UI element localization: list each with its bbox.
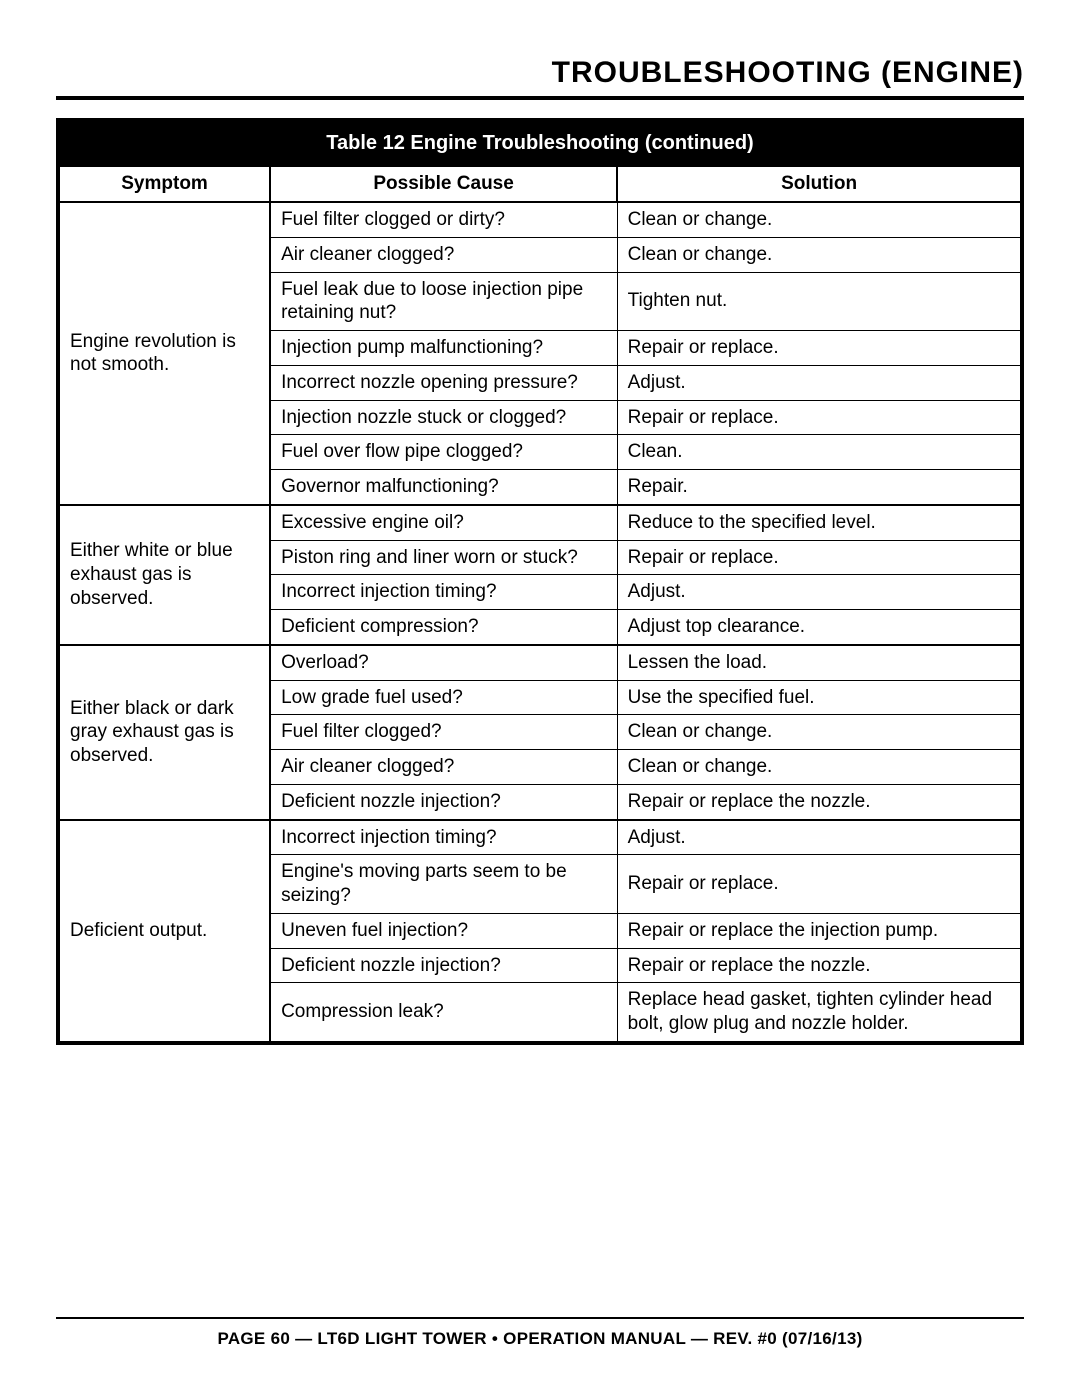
cause-cell: Incorrect nozzle opening pressure? <box>270 365 617 400</box>
col-solution: Solution <box>617 166 1022 202</box>
solution-cell: Repair or replace the injection pump. <box>617 913 1022 948</box>
solution-cell: Tighten nut. <box>617 272 1022 331</box>
footer-text: PAGE 60 — LT6D LIGHT TOWER • OPERATION M… <box>56 1329 1024 1349</box>
cause-cell: Deficient compression? <box>270 610 617 645</box>
cause-cell: Overload? <box>270 645 617 680</box>
solution-cell: Repair or replace the nozzle. <box>617 784 1022 819</box>
solution-cell: Use the specified fuel. <box>617 680 1022 715</box>
cause-cell: Injection pump malfunctioning? <box>270 331 617 366</box>
cause-cell: Governor malfunctioning? <box>270 470 617 505</box>
solution-cell: Repair. <box>617 470 1022 505</box>
solution-cell: Repair or replace. <box>617 400 1022 435</box>
cause-cell: Deficient nozzle injection? <box>270 784 617 819</box>
cause-cell: Compression leak? <box>270 983 617 1043</box>
solution-cell: Adjust. <box>617 365 1022 400</box>
solution-cell: Repair or replace. <box>617 855 1022 914</box>
cause-cell: Uneven fuel injection? <box>270 913 617 948</box>
section-title: TROUBLESHOOTING (ENGINE) <box>56 56 1024 90</box>
solution-cell: Replace head gasket, tighten cylinder he… <box>617 983 1022 1043</box>
solution-cell: Adjust top clearance. <box>617 610 1022 645</box>
cause-cell: Incorrect injection timing? <box>270 820 617 855</box>
col-cause: Possible Cause <box>270 166 617 202</box>
solution-cell: Clean or change. <box>617 715 1022 750</box>
symptom-cell: Engine revolution is not smooth. <box>58 202 270 505</box>
cause-cell: Air cleaner clogged? <box>270 237 617 272</box>
solution-cell: Reduce to the specified level. <box>617 505 1022 540</box>
cause-cell: Low grade fuel used? <box>270 680 617 715</box>
cause-cell: Excessive engine oil? <box>270 505 617 540</box>
cause-cell: Engine's moving parts seem to be seizing… <box>270 855 617 914</box>
page: TROUBLESHOOTING (ENGINE) Table 12 Engine… <box>0 0 1080 1397</box>
cause-cell: Fuel leak due to loose injection pipe re… <box>270 272 617 331</box>
cause-cell: Fuel filter clogged? <box>270 715 617 750</box>
solution-cell: Repair or replace. <box>617 540 1022 575</box>
cause-cell: Piston ring and liner worn or stuck? <box>270 540 617 575</box>
table-row: Either white or blue exhaust gas is obse… <box>58 505 1022 540</box>
cause-cell: Air cleaner clogged? <box>270 750 617 785</box>
symptom-cell: Either black or dark gray exhaust gas is… <box>58 645 270 820</box>
cause-cell: Fuel over flow pipe clogged? <box>270 435 617 470</box>
symptom-cell: Either white or blue exhaust gas is obse… <box>58 505 270 645</box>
title-rule <box>56 96 1024 100</box>
solution-cell: Clean or change. <box>617 202 1022 237</box>
solution-cell: Clean or change. <box>617 750 1022 785</box>
table-row: Deficient output. Incorrect injection ti… <box>58 820 1022 855</box>
solution-cell: Lessen the load. <box>617 645 1022 680</box>
cause-cell: Deficient nozzle injection? <box>270 948 617 983</box>
page-footer: PAGE 60 — LT6D LIGHT TOWER • OPERATION M… <box>56 1317 1024 1349</box>
footer-rule <box>56 1317 1024 1319</box>
cause-cell: Fuel filter clogged or dirty? <box>270 202 617 237</box>
col-symptom: Symptom <box>58 166 270 202</box>
troubleshooting-table: Table 12 Engine Troubleshooting (continu… <box>56 118 1024 1045</box>
solution-cell: Repair or replace the nozzle. <box>617 948 1022 983</box>
symptom-cell: Deficient output. <box>58 820 270 1043</box>
solution-cell: Clean or change. <box>617 237 1022 272</box>
table-body: Engine revolution is not smooth. Fuel fi… <box>58 202 1022 1043</box>
table-row: Either black or dark gray exhaust gas is… <box>58 645 1022 680</box>
table-row: Engine revolution is not smooth. Fuel fi… <box>58 202 1022 237</box>
solution-cell: Adjust. <box>617 820 1022 855</box>
table-caption: Table 12 Engine Troubleshooting (continu… <box>58 120 1022 166</box>
cause-cell: Injection nozzle stuck or clogged? <box>270 400 617 435</box>
cause-cell: Incorrect injection timing? <box>270 575 617 610</box>
solution-cell: Clean. <box>617 435 1022 470</box>
solution-cell: Adjust. <box>617 575 1022 610</box>
solution-cell: Repair or replace. <box>617 331 1022 366</box>
